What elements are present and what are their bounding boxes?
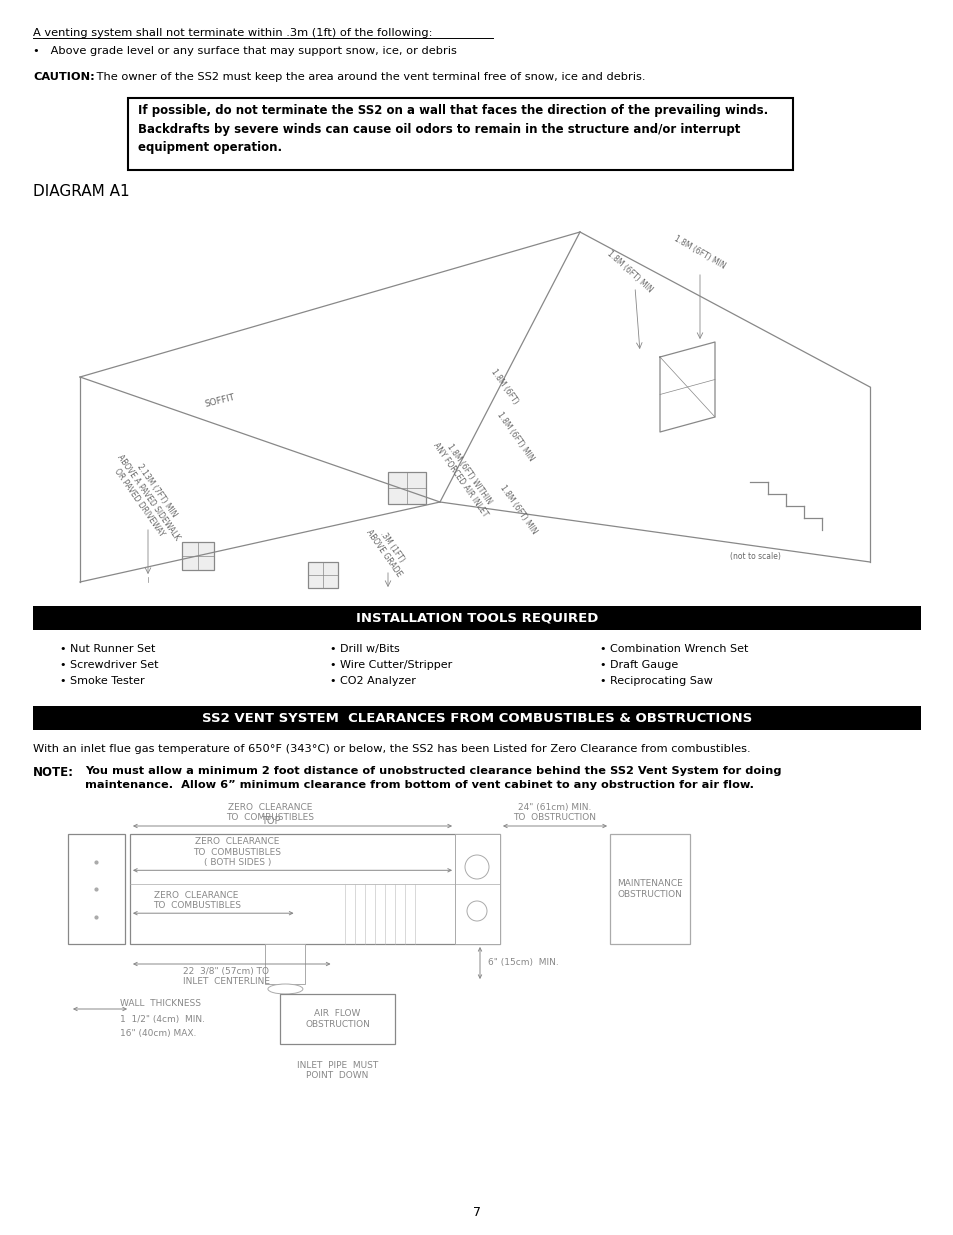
Text: MAINTENANCE
OBSTRUCTION: MAINTENANCE OBSTRUCTION [617, 879, 682, 899]
Text: ZERO  CLEARANCE
TO  COMBUSTIBLES: ZERO CLEARANCE TO COMBUSTIBLES [226, 803, 314, 823]
Text: 16" (40cm) MAX.: 16" (40cm) MAX. [120, 1029, 196, 1037]
Text: • Reciprocating Saw: • Reciprocating Saw [599, 676, 712, 685]
Circle shape [464, 855, 489, 879]
Text: 22  3/8" (57cm) TO
INLET  CENTERLINE: 22 3/8" (57cm) TO INLET CENTERLINE [183, 967, 270, 987]
Text: ZERO  CLEARANCE
TO  COMBUSTIBLES
( BOTH SIDES ): ZERO CLEARANCE TO COMBUSTIBLES ( BOTH SI… [193, 837, 281, 867]
Text: • Nut Runner Set: • Nut Runner Set [60, 643, 155, 655]
Text: ZERO  CLEARANCE
TO  COMBUSTIBLES: ZERO CLEARANCE TO COMBUSTIBLES [152, 890, 240, 910]
Bar [68, 834, 125, 944]
Bar [182, 542, 213, 571]
Text: • Wire Cutter/Stripper: • Wire Cutter/Stripper [330, 659, 452, 671]
Text: (not to scale): (not to scale) [729, 552, 780, 562]
Text: AIR  FLOW
OBSTRUCTION: AIR FLOW OBSTRUCTION [305, 1009, 370, 1029]
Text: INLET  PIPE  MUST
POINT  DOWN: INLET PIPE MUST POINT DOWN [296, 1061, 377, 1081]
Text: 1.8M (6FT) MIN: 1.8M (6FT) MIN [497, 484, 537, 536]
Text: maintenance.  Allow 6” minimum clearance from bottom of vent cabinet to any obst: maintenance. Allow 6” minimum clearance … [85, 781, 753, 790]
Bar [33, 706, 920, 730]
Text: 1.8M (6FT) MIN: 1.8M (6FT) MIN [672, 233, 726, 270]
Bar [128, 98, 792, 170]
Text: 1.8M (6FT) WITHIN
ANY FORCED AIR INLET: 1.8M (6FT) WITHIN ANY FORCED AIR INLET [432, 435, 497, 519]
Text: .3M (1FT)
ABOVE GRADE: .3M (1FT) ABOVE GRADE [364, 522, 412, 578]
Text: • Drill w/Bits: • Drill w/Bits [330, 643, 399, 655]
Text: 1.8M (6FT): 1.8M (6FT) [489, 368, 519, 406]
Text: • Draft Gauge: • Draft Gauge [599, 659, 678, 671]
Ellipse shape [268, 984, 303, 994]
Bar [33, 606, 920, 630]
Text: INSTALLATION TOOLS REQUIRED: INSTALLATION TOOLS REQUIRED [355, 611, 598, 625]
Text: • CO2 Analyzer: • CO2 Analyzer [330, 676, 416, 685]
Text: 2.13M (7FT) MIN
ABOVE A PAVED SIDEWALK
OR PAVED DRIVEWAY: 2.13M (7FT) MIN ABOVE A PAVED SIDEWALK O… [107, 447, 190, 547]
Text: CAUTION:: CAUTION: [33, 72, 94, 82]
Text: 6" (15cm)  MIN.: 6" (15cm) MIN. [488, 958, 558, 967]
Bar [130, 834, 499, 944]
Text: SS2 VENT SYSTEM  CLEARANCES FROM COMBUSTIBLES & OBSTRUCTIONS: SS2 VENT SYSTEM CLEARANCES FROM COMBUSTI… [202, 711, 751, 725]
Text: • Smoke Tester: • Smoke Tester [60, 676, 145, 685]
Circle shape [467, 902, 486, 921]
Bar [280, 994, 395, 1044]
Text: You must allow a minimum 2 foot distance of unobstructed clearance behind the SS: You must allow a minimum 2 foot distance… [85, 766, 781, 776]
Text: 1.8M (6FT) MIN: 1.8M (6FT) MIN [605, 249, 654, 295]
Text: 24" (61cm) MIN.
TO  OBSTRUCTION: 24" (61cm) MIN. TO OBSTRUCTION [513, 803, 596, 823]
Text: If possible, do not terminate the SS2 on a wall that faces the direction of the : If possible, do not terminate the SS2 on… [138, 104, 767, 154]
Text: 1  1/2" (4cm)  MIN.: 1 1/2" (4cm) MIN. [120, 1015, 205, 1024]
Bar [455, 834, 499, 944]
Text: • Combination Wrench Set: • Combination Wrench Set [599, 643, 747, 655]
Bar [388, 472, 426, 504]
Bar [308, 562, 337, 588]
Text: •   Above grade level or any surface that may support snow, ice, or debris: • Above grade level or any surface that … [33, 46, 456, 56]
Text: TOP: TOP [260, 816, 280, 826]
Text: 1.8M (6FT) MIN: 1.8M (6FT) MIN [495, 411, 535, 463]
Text: • Screwdriver Set: • Screwdriver Set [60, 659, 158, 671]
Text: SOFFIT: SOFFIT [204, 393, 236, 409]
Bar [265, 944, 305, 984]
Text: A venting system shall not terminate within .3m (1ft) of the following:: A venting system shall not terminate wit… [33, 28, 432, 38]
Text: With an inlet flue gas temperature of 650°F (343°C) or below, the SS2 has been L: With an inlet flue gas temperature of 65… [33, 743, 750, 755]
Text: WALL  THICKNESS: WALL THICKNESS [120, 999, 201, 1008]
Text: 7: 7 [473, 1207, 480, 1219]
Bar [609, 834, 689, 944]
Text: NOTE:: NOTE: [33, 766, 74, 779]
Text: DIAGRAM A1: DIAGRAM A1 [33, 184, 130, 199]
Text: The owner of the SS2 must keep the area around the vent terminal free of snow, i: The owner of the SS2 must keep the area … [92, 72, 645, 82]
